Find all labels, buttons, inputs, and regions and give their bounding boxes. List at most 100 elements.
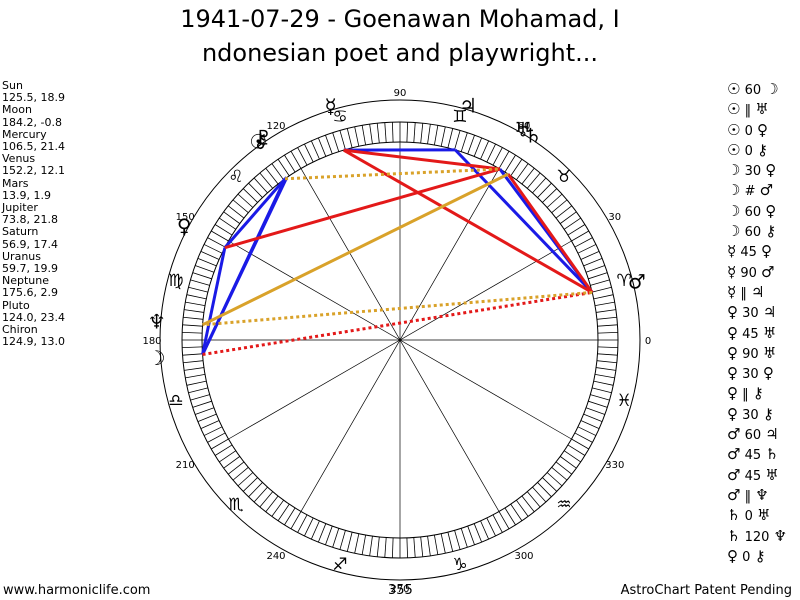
aspect-row: ☿ 90 ♂ [727,263,787,283]
aspect-angle: 90 [740,265,757,281]
aspect-row: ♂ ‖ ♆ [727,486,787,506]
aspect-row: ☉ 60 ☽ [727,80,787,100]
planet-glyph: ⚷ [253,128,268,152]
degree-tick [253,486,268,503]
degree-tick [361,125,367,146]
aspect-planet-glyph: ⚷ [765,222,777,241]
aspect-planet-glyph: ♆ [755,485,769,504]
aspect-angle: 60 [744,204,762,220]
aspect-row: ☉ 0 ⚷ [727,141,787,161]
aspect-angle: 60 [744,83,762,98]
zodiac-sign-glyph: ♓ [616,391,631,411]
degree-tick [317,523,327,543]
degree-tick [427,536,431,556]
aspect-angle: ‖ [742,387,749,403]
aspect-planet-glyph: ♂ [727,465,741,484]
planet-glyph: ☽ [148,346,166,370]
degree-tick [183,316,204,320]
degree-tick [521,495,535,513]
degree-tick [597,331,618,334]
degree-tick [473,523,483,543]
degree-tick [447,128,454,148]
degree-tick [427,124,431,144]
degree-tick [597,346,618,349]
aspect-line [343,148,501,171]
aspect-line [343,148,593,294]
position-value: 106.5, 21.4 [2,140,65,154]
degree-tick [406,537,409,558]
degree-tick [571,230,589,242]
aspect-row: ♀ 30 ♃ [727,303,787,323]
degree-tick [580,250,600,260]
degree-tick [354,126,360,147]
degree-tick [384,122,387,143]
aspect-angle: 0 [744,143,753,159]
degree-tick [227,205,245,219]
aspect-line [506,173,594,294]
degree-tick [188,387,208,394]
degree-tick [200,250,220,260]
degree-tick [271,499,284,517]
aspect-planet-glyph: ☿ [727,242,737,261]
zodiac-sign-glyph: ♏ [228,495,243,515]
degree-tick [559,211,577,224]
degree-tick-label: 30 [608,212,621,223]
degree-tick [223,456,241,469]
degree-tick [232,466,249,481]
degree-tick [526,491,541,508]
degree-tick [391,537,394,558]
degree-tick [433,534,439,555]
degree-tick [297,147,308,166]
aspect-planet-glyph: ♀ [757,120,769,139]
aspect-planet-glyph: ☿ [727,262,737,281]
degree-tick [454,130,461,150]
degree-tick-label: 60 [518,121,531,132]
aspect-row: ☽ 30 ♀ [727,161,787,181]
position-value: 124.0, 23.4 [2,310,65,324]
degree-tick-label: 240 [266,551,285,562]
degree-tick [583,413,603,423]
degree-tick [486,143,496,163]
aspect-line [224,167,501,250]
planet-glyph: ♄ [524,124,542,148]
degree-tick [284,154,296,173]
aspect-angle: 30 [744,164,762,180]
position-name: Venus [2,152,36,166]
degree-tick-label: 270 [390,584,409,595]
aspect-angle: 0 [744,509,753,525]
degree-tick [211,230,229,242]
aspect-row: ☉ ‖ ♅ [727,100,787,120]
degree-tick [498,511,510,529]
degree-tick [185,373,206,379]
degree-tick [473,137,483,157]
degree-tick [596,316,617,320]
degree-tick [182,324,203,327]
aspect-planet-glyph: ♀ [727,303,738,322]
aspect-planet-glyph: ⚷ [752,384,764,403]
degree-tick [460,528,468,548]
footer-center-value: 355 [388,583,413,598]
degree-tick [546,193,563,208]
degree-tick [574,432,593,443]
degree-tick [460,132,468,152]
degree-tick [592,387,612,394]
degree-tick [265,495,279,513]
planet-glyph: ☿ [325,94,337,118]
aspect-angle: ‖ [740,285,747,301]
aspect-planet-glyph: ♅ [762,343,777,362]
position-value: 125.5, 18.9 [2,91,65,105]
degree-tick [516,163,529,181]
degree-tick [317,137,327,157]
degree-tick [567,444,586,456]
aspect-planet-glyph: ♅ [757,506,771,525]
footer-site-link[interactable]: www.harmoniclife.com [3,583,151,598]
degree-tick [563,450,581,463]
aspect-planet-glyph: ♃ [765,425,779,444]
degree-tick [555,461,573,475]
degree-tick [346,128,353,148]
degree-tick [195,407,215,415]
degree-tick [290,151,302,169]
aspect-angle: 90 [742,346,759,362]
degree-tick [211,438,229,450]
